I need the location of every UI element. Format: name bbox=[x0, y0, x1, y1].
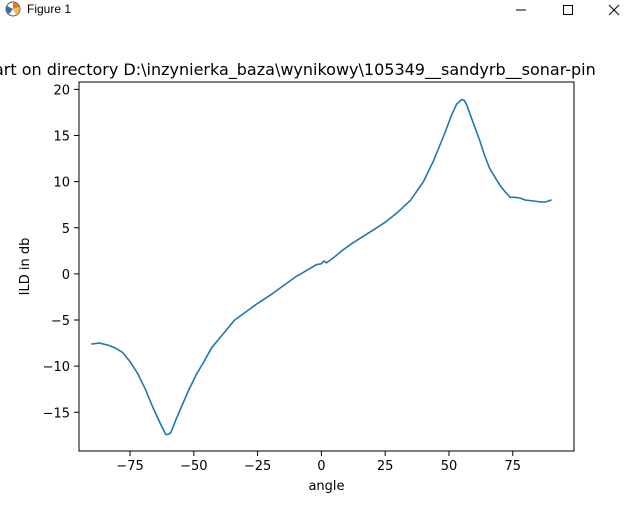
y-tick-label: 10 bbox=[53, 176, 70, 191]
x-tick-label: 0 bbox=[317, 459, 325, 474]
window-title: Figure 1 bbox=[27, 2, 72, 16]
maximize-icon bbox=[563, 4, 573, 15]
close-button[interactable] bbox=[591, 0, 629, 19]
y-tick-label: −15 bbox=[43, 406, 70, 421]
y-tick-label: 5 bbox=[62, 222, 70, 237]
minimize-icon bbox=[516, 9, 526, 10]
x-axis-label: angle bbox=[308, 479, 344, 494]
window-titlebar: Figure 1 bbox=[0, 0, 629, 19]
close-icon bbox=[608, 4, 620, 15]
x-tick-label: 50 bbox=[441, 459, 458, 474]
x-tick-label: 75 bbox=[504, 459, 521, 474]
x-tick-label: −75 bbox=[116, 459, 143, 474]
y-axis-label: ILD in db bbox=[18, 238, 33, 296]
y-tick-label: −10 bbox=[43, 360, 70, 375]
minimize-button[interactable] bbox=[498, 0, 544, 19]
figure-canvas: art on directory D:\inzynierka_baza\wyni… bbox=[0, 19, 629, 503]
maximize-button[interactable] bbox=[545, 0, 591, 19]
matplotlib-icon bbox=[5, 1, 21, 17]
y-tick-label: 20 bbox=[53, 83, 70, 98]
chart-title: art on directory D:\inzynierka_baza\wyni… bbox=[0, 60, 596, 80]
y-tick-label: 15 bbox=[53, 130, 70, 145]
x-tick-label: 25 bbox=[377, 459, 394, 474]
x-tick-label: −50 bbox=[180, 459, 207, 474]
series-line bbox=[90, 98, 552, 436]
y-tick-label: −5 bbox=[51, 314, 70, 329]
x-tick-label: −25 bbox=[244, 459, 271, 474]
plot-frame bbox=[78, 81, 575, 452]
line-chart: art on directory D:\inzynierka_baza\wyni… bbox=[0, 60, 596, 494]
y-tick-label: 0 bbox=[62, 268, 70, 283]
